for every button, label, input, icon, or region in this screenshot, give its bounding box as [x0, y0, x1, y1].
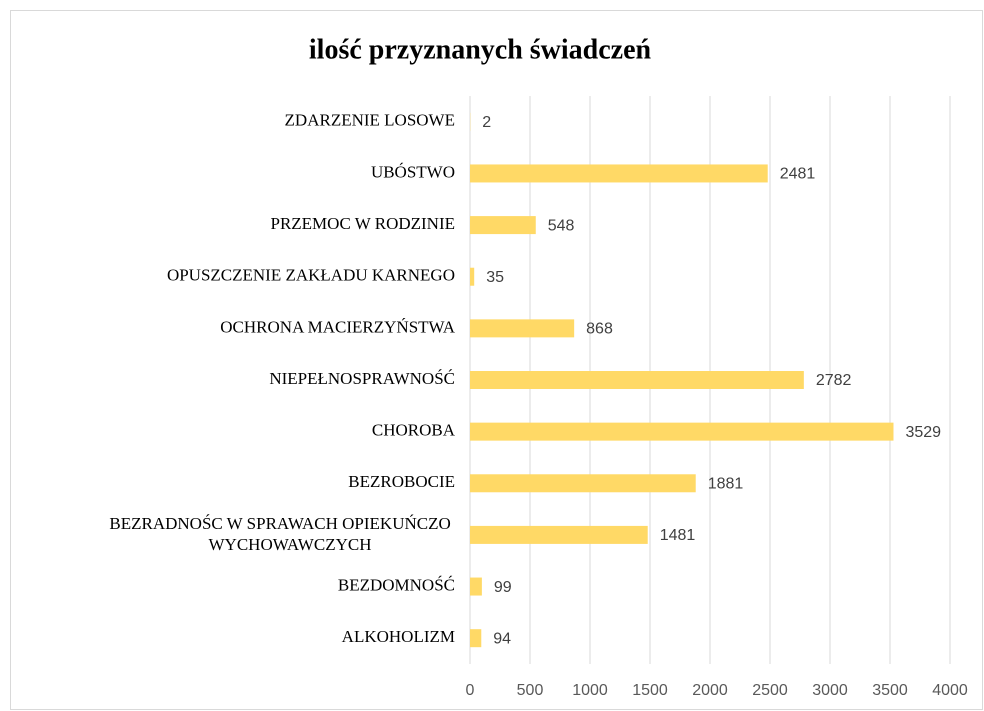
y-tick-label: BEZDOMNOŚĆ [338, 575, 455, 594]
x-tick-label: 4000 [932, 682, 968, 699]
data-label: 2782 [816, 372, 852, 389]
data-label: 3529 [905, 424, 941, 441]
bar [470, 577, 482, 596]
y-tick-label: ZDARZENIE LOSOWE [285, 111, 455, 130]
x-tick-label: 1500 [632, 682, 668, 699]
chart-border [10, 10, 983, 710]
y-tick-label-line: WYCHOWAWCZYCH [209, 535, 372, 554]
y-tick-label: ALKOHOLIZM [342, 627, 455, 646]
data-label: 868 [586, 321, 613, 338]
y-tick-label: OPUSZCZENIE ZAKŁADU KARNEGO [167, 266, 455, 285]
bar [470, 422, 894, 441]
y-tick-label-line: BEZRADNOŚC W SPRAWACH OPIEKUŃCZO [109, 514, 455, 533]
data-label: 94 [493, 630, 511, 647]
bar [470, 525, 648, 544]
y-tick-label: BEZRADNOŚC W SPRAWACH OPIEKUŃCZO WYCHOWA… [109, 514, 455, 554]
y-tick-label: PRZEMOC W RODZINIE [271, 214, 456, 233]
y-tick-label: CHOROBA [372, 421, 456, 440]
data-label: 1881 [708, 475, 744, 492]
y-tick-label: NIEPEŁNOSPRAWNOŚĆ [269, 369, 455, 388]
x-tick-label: 500 [517, 682, 544, 699]
data-label: 548 [548, 217, 575, 234]
data-label: 99 [494, 579, 512, 596]
bar [470, 267, 475, 286]
bar [470, 629, 482, 648]
bar [470, 216, 536, 235]
x-tick-label: 1000 [572, 682, 608, 699]
x-tick-label: 3500 [872, 682, 908, 699]
x-tick-label: 3000 [812, 682, 848, 699]
x-tick-label: 0 [466, 682, 475, 699]
bar [470, 164, 768, 183]
bar [470, 319, 575, 338]
y-tick-label: UBÓSTWO [371, 162, 455, 181]
data-label: 2 [482, 114, 491, 131]
y-tick-label: BEZROBOCIE [348, 472, 455, 491]
data-label: 2481 [780, 166, 816, 183]
data-label: 35 [486, 269, 504, 286]
chart-title: ilość przyznanych świadczeń [309, 34, 652, 65]
bar [470, 371, 804, 389]
x-tick-label: 2000 [692, 682, 728, 699]
bar [470, 474, 696, 493]
x-tick-label: 2500 [752, 682, 788, 699]
y-tick-label: OCHRONA MACIERZYŃSTWA [220, 317, 455, 336]
data-label: 1481 [660, 527, 696, 544]
